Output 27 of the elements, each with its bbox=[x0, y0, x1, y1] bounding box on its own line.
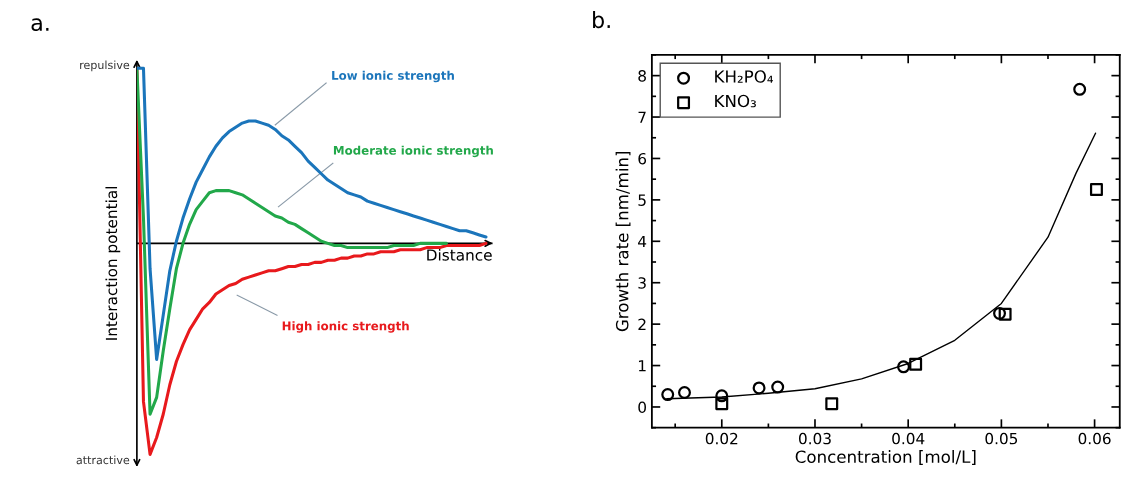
y-tick-label: 7 bbox=[638, 111, 646, 123]
text: repulsive bbox=[80, 60, 130, 72]
x-axis-title: Distance bbox=[427, 248, 492, 261]
chart-title: a. bbox=[31, 18, 49, 32]
x-tick-label: 0.05 bbox=[985, 432, 1018, 445]
y-axis-title: Growth rate [nm/min] bbox=[615, 151, 631, 332]
text: High ionic strength bbox=[282, 321, 409, 333]
y-axis-title: Interaction potential bbox=[105, 186, 121, 340]
y-tick-label: 1 bbox=[638, 360, 646, 372]
x-tick-label: 0.02 bbox=[705, 432, 738, 445]
legend-label: KNO₃ bbox=[715, 94, 756, 108]
y-tick-label: 6 bbox=[638, 152, 647, 165]
text: Low ionic strength bbox=[332, 70, 454, 83]
y-tick-label: 8 bbox=[638, 70, 646, 82]
text: attractive bbox=[76, 455, 130, 465]
y-tick-label: 3 bbox=[638, 277, 646, 289]
chart-title: b. bbox=[593, 11, 610, 29]
y-tick-label: 2 bbox=[638, 318, 646, 330]
x-axis-title: Concentration [mol/L] bbox=[795, 450, 976, 465]
x-tick-label: 0.06 bbox=[1078, 432, 1111, 445]
x-tick-label: 0.04 bbox=[892, 432, 925, 445]
legend-label: KH₂PO₄ bbox=[715, 70, 774, 83]
x-tick-label: 0.03 bbox=[798, 432, 831, 445]
text: Moderate ionic strength bbox=[333, 145, 493, 158]
y-tick-label: 5 bbox=[638, 194, 646, 206]
y-tick-label: 0 bbox=[638, 401, 647, 413]
y-tick-label: 4 bbox=[638, 235, 647, 248]
